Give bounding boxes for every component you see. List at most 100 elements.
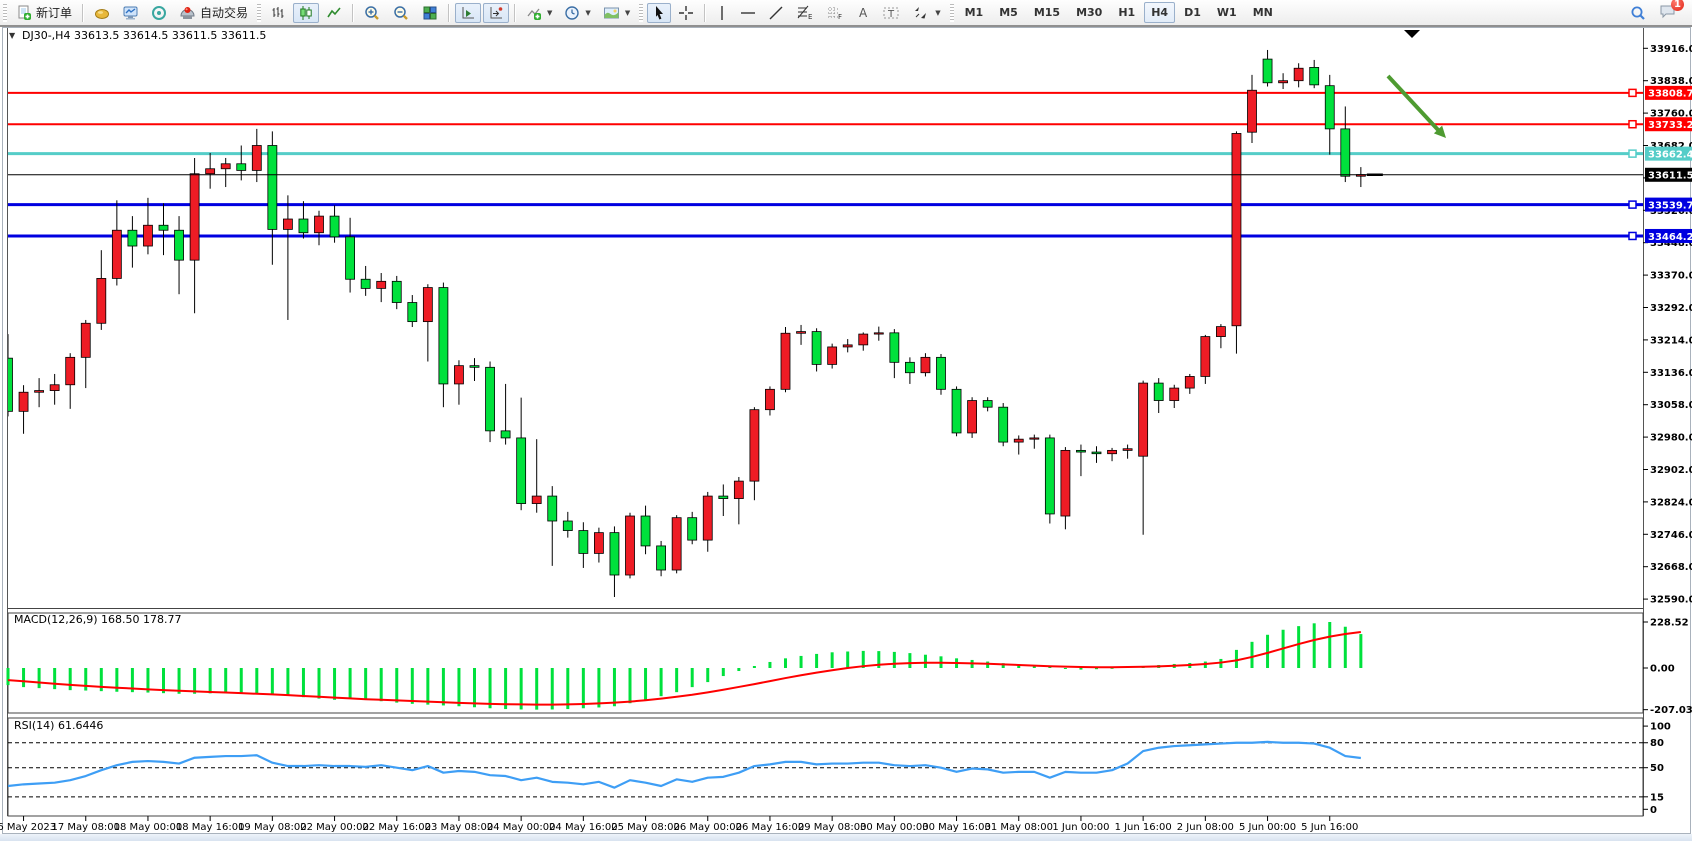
y-tick-label: 33838.0 bbox=[1650, 76, 1692, 87]
collapse-icon[interactable]: ▼ bbox=[9, 31, 16, 40]
line-chart-button[interactable] bbox=[321, 3, 347, 23]
timeframe-dropdown-button[interactable]: ▼ bbox=[559, 3, 595, 23]
candle-body bbox=[687, 517, 698, 541]
new-order-button[interactable]: 新订单 bbox=[11, 3, 77, 23]
timeframe-button-d1[interactable]: D1 bbox=[1184, 6, 1201, 19]
trendline-button[interactable] bbox=[763, 3, 789, 23]
signals-button[interactable] bbox=[146, 3, 172, 23]
timeframe-button-m15[interactable]: M15 bbox=[1033, 6, 1061, 19]
candle-body bbox=[1340, 128, 1351, 177]
x-tick-label: 25 May 08:00 bbox=[611, 822, 680, 833]
y-tick-label: 33916.0 bbox=[1650, 44, 1692, 55]
line-handle[interactable] bbox=[1628, 200, 1637, 209]
price-tag bbox=[1645, 167, 1692, 182]
timeframe-button-m30[interactable]: M30 bbox=[1076, 6, 1103, 19]
search-button[interactable] bbox=[1625, 3, 1652, 23]
candle-body bbox=[1122, 448, 1133, 451]
timeframe-group: M1 M5 M15 M30 H1 H4 D1 W1 MN bbox=[957, 2, 1281, 23]
candle-body bbox=[127, 229, 138, 247]
arrows-button[interactable]: ▼ bbox=[907, 3, 945, 23]
y-tick-label: 32590.0 bbox=[1650, 595, 1692, 606]
candlestick-chart-button[interactable] bbox=[293, 2, 320, 23]
chart-window-frame bbox=[2, 27, 1691, 834]
x-tick-label: 22 May 00:00 bbox=[300, 822, 369, 833]
x-tick-label: 29 May 08:00 bbox=[798, 822, 867, 833]
fibonacci-button[interactable]: E bbox=[791, 3, 819, 23]
indicators-button[interactable]: ▼ bbox=[521, 3, 557, 23]
macd-panel-border bbox=[7, 612, 1644, 714]
price-tag bbox=[1645, 85, 1692, 100]
timeframe-button-m1[interactable]: M1 bbox=[964, 6, 984, 19]
dropdown-caret-icon: ▼ bbox=[585, 8, 591, 17]
main-price-panel: 33916.033838.033760.033682.033604.033526… bbox=[8, 30, 1692, 606]
line-handle[interactable] bbox=[1628, 88, 1637, 98]
macd-scale-label: -207.03 bbox=[1650, 705, 1692, 716]
candle-body bbox=[1029, 437, 1040, 440]
candle-body bbox=[282, 218, 293, 230]
y-tick-label: 33292.0 bbox=[1650, 303, 1692, 314]
zoom-in-button[interactable] bbox=[359, 3, 386, 23]
auto-scroll-button[interactable] bbox=[455, 2, 482, 23]
timeframe-button-h1[interactable]: H1 bbox=[1118, 6, 1136, 19]
chart-window: 33916.033838.033760.033682.033604.033526… bbox=[0, 26, 1692, 834]
candle-body bbox=[827, 346, 838, 365]
text-label-button[interactable]: T bbox=[877, 3, 905, 23]
macd-scale-label: 228.52 bbox=[1650, 618, 1689, 629]
zoom-out-button[interactable] bbox=[388, 3, 415, 23]
candle-body bbox=[314, 215, 324, 234]
candle-body bbox=[34, 390, 44, 393]
rsi-scale-label: 100 bbox=[1650, 722, 1671, 733]
candle-body bbox=[1153, 382, 1164, 401]
timeframe-button-h4[interactable]: H4 bbox=[1144, 2, 1176, 23]
price-tag-label: 33611.5 bbox=[1648, 171, 1692, 182]
auto-trading-button[interactable]: 自动交易 bbox=[174, 3, 253, 23]
rsi-scale-label: 50 bbox=[1650, 763, 1664, 774]
separator bbox=[82, 3, 85, 22]
chart-frame bbox=[0, 26, 1692, 834]
candle-body bbox=[298, 218, 309, 234]
tile-windows-button[interactable] bbox=[417, 3, 443, 23]
market-watch-button[interactable] bbox=[117, 3, 144, 23]
timeframe-button-w1[interactable]: W1 bbox=[1216, 6, 1237, 19]
toolbar-grip bbox=[3, 3, 7, 22]
candle-body bbox=[189, 173, 200, 261]
fibonacci-icon: E bbox=[797, 5, 813, 21]
bar-chart-button[interactable] bbox=[265, 3, 291, 23]
timeframe-button-mn[interactable]: MN bbox=[1252, 6, 1273, 19]
candle-body bbox=[516, 437, 527, 504]
horizontal-line-button[interactable] bbox=[735, 3, 761, 23]
line-handle[interactable] bbox=[1628, 231, 1637, 241]
rsi-line bbox=[7, 740, 1361, 789]
x-tick-label: 5 Jun 16:00 bbox=[1301, 822, 1358, 833]
candle-body bbox=[1293, 67, 1304, 82]
candle-body bbox=[1278, 80, 1288, 84]
text-button[interactable]: A bbox=[851, 3, 875, 23]
notifications-button[interactable]: 1 bbox=[1654, 0, 1684, 23]
candle-body bbox=[174, 229, 184, 261]
line-handle[interactable] bbox=[1628, 149, 1637, 158]
x-tick-label: 5 Jun 00:00 bbox=[1239, 822, 1296, 833]
candle-body bbox=[905, 361, 915, 374]
cursor-button[interactable] bbox=[647, 2, 672, 23]
candle-body bbox=[143, 224, 153, 247]
crosshair-button[interactable] bbox=[673, 3, 699, 23]
templates-button[interactable]: ▼ bbox=[598, 3, 635, 23]
timeframe-button-m5[interactable]: M5 bbox=[999, 6, 1018, 19]
candle-body bbox=[998, 406, 1009, 443]
grid-button[interactable]: F bbox=[821, 3, 849, 23]
separator bbox=[514, 3, 517, 22]
quotes-button[interactable] bbox=[89, 3, 115, 23]
candle-body bbox=[936, 356, 946, 390]
candle-body bbox=[889, 332, 900, 363]
x-tick-label: 22 May 16:00 bbox=[362, 822, 431, 833]
line-handle[interactable] bbox=[1628, 119, 1637, 129]
candlestick-chart-icon bbox=[300, 5, 312, 20]
candle-body bbox=[920, 356, 931, 374]
price-chart[interactable]: 33916.033838.033760.033682.033604.033526… bbox=[0, 26, 1692, 834]
price-tag-label: 33808.7 bbox=[1648, 89, 1692, 100]
vertical-line-button[interactable] bbox=[711, 3, 733, 23]
chart-shift-button[interactable] bbox=[483, 2, 510, 23]
x-tick-label: 19 May 08:00 bbox=[238, 822, 307, 833]
tile-windows-icon bbox=[423, 6, 437, 19]
x-tick-label: 31 May 08:00 bbox=[984, 822, 1053, 833]
